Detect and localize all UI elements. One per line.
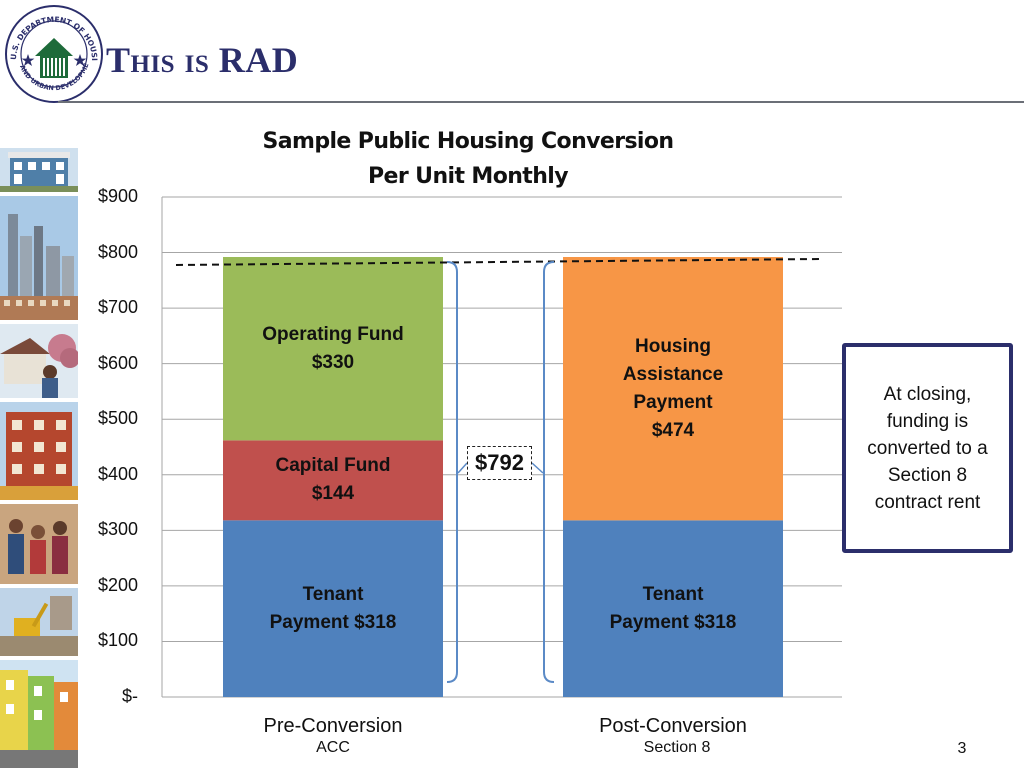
y-tick-label: $200 — [97, 574, 138, 595]
total-label: $792 — [475, 450, 524, 475]
x-category-sublabel: Section 8 — [643, 739, 711, 756]
family-portrait-photo — [0, 504, 78, 584]
townhouse-photo — [0, 148, 78, 192]
bracket-connector — [531, 462, 544, 474]
bar-segment — [223, 520, 443, 697]
slide-title: This is RAD — [106, 40, 299, 80]
bar-segment-label: Operating Fund $330 — [262, 324, 404, 373]
y-tick-label: $700 — [97, 297, 138, 318]
page-number: 3 — [957, 740, 967, 757]
y-tick-label: $800 — [97, 241, 138, 262]
closing-callout-text: At closing, funding is converted to a Se… — [867, 383, 988, 513]
bar-segment-label: Capital Fund $144 — [275, 455, 391, 505]
x-category-label: Post-Conversion — [599, 715, 747, 737]
y-tick-label: $600 — [97, 352, 138, 373]
bar-segment-label: Tenant Payment $318 — [609, 583, 737, 633]
closing-callout-box: At closing, funding is converted to a Se… — [842, 343, 1013, 553]
x-category-label: Pre-Conversion — [263, 715, 403, 737]
y-tick-label: $- — [121, 686, 138, 706]
post-conversion-bracket — [543, 261, 555, 683]
pre-conversion-bracket — [446, 261, 458, 683]
bar-segment-label: Tenant Payment $318 — [269, 583, 397, 633]
y-tick-label: $100 — [97, 630, 138, 651]
bar-segment-label: Housing Assistance Payment $474 — [622, 335, 724, 441]
y-tick-label: $500 — [97, 408, 138, 429]
bar-segment — [223, 440, 443, 521]
x-category-sublabel: ACC — [316, 739, 350, 756]
bar-segment — [563, 520, 783, 697]
y-tick-label: $900 — [97, 186, 138, 206]
chart-title: Sample Public Housing Conversion Per Unit… — [262, 129, 675, 189]
total-label-box — [467, 446, 532, 480]
colorful-row-houses-photo — [0, 660, 78, 768]
y-tick-label: $400 — [97, 463, 138, 484]
title-divider — [58, 101, 1024, 103]
bar-segment — [223, 257, 443, 441]
city-skyline-photo — [0, 196, 78, 320]
bar-segment — [563, 257, 783, 521]
construction-excavator-photo — [0, 588, 78, 656]
brick-apartment-photo — [0, 402, 78, 500]
porch-and-tree-photo — [0, 324, 78, 398]
hud-seal-logo: U.S. DEPARTMENT OF HOUSING AND URBAN DEV… — [4, 4, 103, 103]
bracket-connector — [457, 462, 468, 474]
y-tick-label: $300 — [97, 519, 138, 540]
photo-strip — [0, 148, 78, 768]
